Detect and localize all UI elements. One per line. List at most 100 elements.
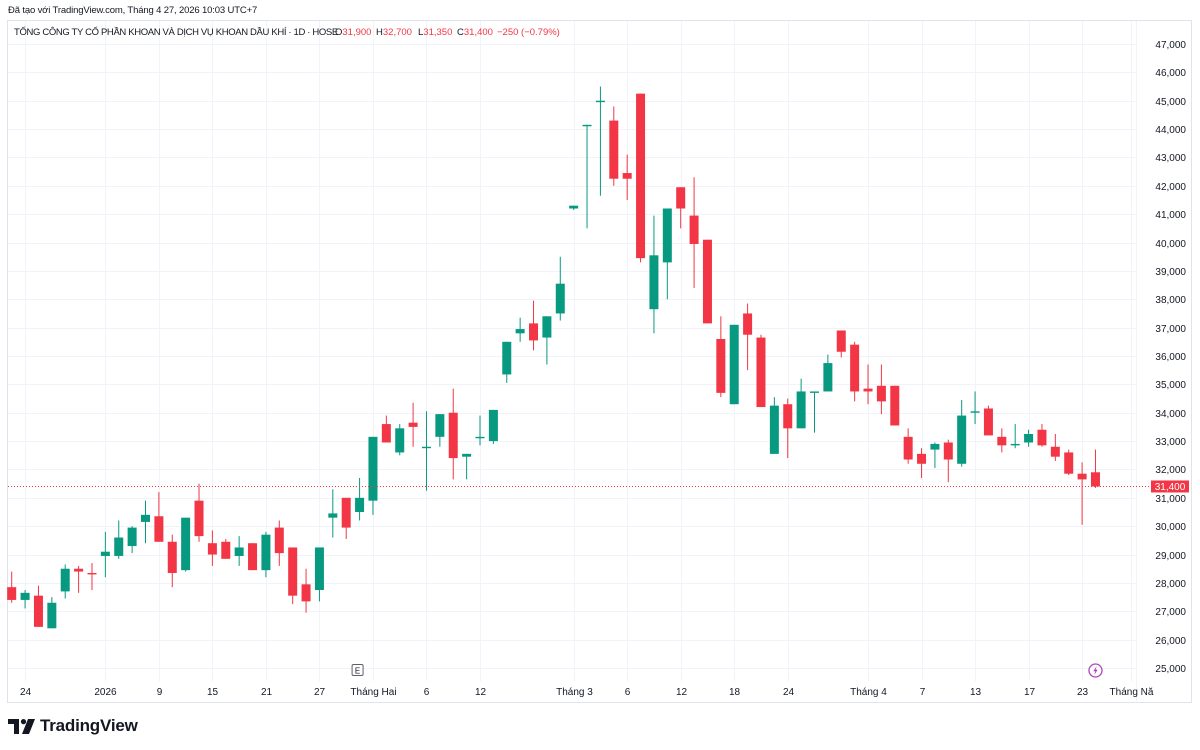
close-value: 31,400 bbox=[463, 27, 493, 38]
candle-body bbox=[876, 385, 886, 402]
candle-up bbox=[810, 391, 819, 433]
open-value: 31,900 bbox=[342, 27, 372, 38]
candle-body bbox=[368, 436, 378, 501]
price-axis[interactable]: 47,000 46,000 45,000 44,000 43,000 42,000 41,0… bbox=[1151, 40, 1189, 675]
candle-up bbox=[582, 124, 592, 229]
candle-up bbox=[261, 531, 271, 578]
created-with-note: Đã tạo với TradingView.com, Tháng 4 27, … bbox=[8, 5, 258, 16]
candle-down bbox=[381, 415, 391, 443]
candle-down bbox=[943, 439, 953, 483]
candle-up bbox=[328, 489, 338, 538]
candle-body bbox=[676, 187, 686, 209]
price-axis-label: 31,000 bbox=[1155, 494, 1186, 505]
price-axis-label: 44,000 bbox=[1155, 125, 1186, 136]
candle-up bbox=[355, 477, 365, 521]
candle-body bbox=[288, 547, 298, 596]
candle-body bbox=[863, 388, 873, 392]
candle-body bbox=[890, 385, 900, 426]
candle-body bbox=[957, 415, 967, 464]
last-price-label: 31,400 bbox=[1155, 482, 1186, 493]
dividend-marker[interactable] bbox=[1088, 663, 1103, 678]
symbol-title[interactable]: TỔNG CÔNG TY CỔ PHẦN KHOAN VÀ DỊCH VỤ KH… bbox=[14, 27, 338, 38]
time-axis-label: 21 bbox=[261, 687, 273, 698]
candle-body bbox=[662, 208, 672, 263]
candle-up bbox=[234, 536, 244, 566]
candle-up bbox=[823, 354, 833, 392]
candle-body bbox=[154, 516, 164, 542]
time-axis-label: 9 bbox=[157, 687, 163, 698]
time-axis-label: 17 bbox=[1024, 687, 1036, 698]
price-axis-label: 39,000 bbox=[1155, 267, 1186, 278]
candle-down bbox=[1037, 424, 1047, 447]
candle-down bbox=[194, 483, 204, 542]
candle-body bbox=[1024, 434, 1034, 443]
grid-lines bbox=[8, 21, 1136, 681]
candle-body bbox=[475, 436, 485, 439]
event-markers: E bbox=[351, 663, 1103, 678]
candle-body bbox=[903, 436, 913, 460]
candle-down bbox=[288, 547, 298, 605]
candle-up bbox=[502, 341, 512, 383]
candle-body bbox=[381, 424, 391, 443]
price-axis-label: 25,000 bbox=[1155, 664, 1186, 675]
time-axis-label: 6 bbox=[424, 687, 430, 698]
candle-body bbox=[421, 446, 431, 449]
tradingview-logo[interactable]: TradingView bbox=[8, 716, 138, 736]
candle-up bbox=[395, 424, 405, 456]
candle-down bbox=[836, 330, 846, 358]
candle-body bbox=[542, 316, 552, 338]
candle-up bbox=[114, 520, 124, 559]
time-axis-label: 6 bbox=[625, 687, 631, 698]
candle-down bbox=[448, 388, 458, 480]
high-value: 32,700 bbox=[382, 27, 412, 38]
price-axis-label: 40,000 bbox=[1155, 239, 1186, 250]
candle-body bbox=[167, 541, 177, 573]
change-value: −250 (−0.79%) bbox=[497, 27, 560, 38]
candle-body bbox=[823, 363, 833, 392]
candle-up bbox=[957, 399, 967, 467]
candle-up bbox=[141, 500, 150, 544]
earnings-marker[interactable]: E bbox=[351, 664, 364, 676]
candle-body bbox=[569, 205, 579, 209]
price-axis-label: 42,000 bbox=[1155, 182, 1186, 193]
time-axis-label: 18 bbox=[729, 687, 741, 698]
candle-body bbox=[595, 100, 605, 103]
candle-down bbox=[997, 428, 1007, 453]
candle-up bbox=[47, 597, 57, 629]
candle-body bbox=[462, 453, 472, 457]
candle-body bbox=[1010, 443, 1020, 446]
candle-body bbox=[756, 337, 766, 408]
candle-up bbox=[515, 317, 525, 342]
candle-body bbox=[47, 602, 57, 629]
candle-body bbox=[917, 453, 927, 464]
price-axis-label: 26,000 bbox=[1155, 636, 1186, 647]
candle-body bbox=[100, 551, 110, 556]
legend-open: O31,900 bbox=[335, 27, 371, 38]
candle-down bbox=[33, 585, 43, 627]
legend-high: H32,700 bbox=[376, 27, 412, 38]
candle-body bbox=[983, 408, 993, 436]
candle-body bbox=[221, 541, 231, 559]
candle-down bbox=[890, 385, 900, 426]
price-axis-label: 46,000 bbox=[1155, 68, 1186, 79]
candle-body bbox=[555, 283, 565, 314]
candle-body bbox=[248, 543, 258, 571]
candle-down bbox=[74, 565, 84, 593]
candle-body bbox=[689, 215, 699, 244]
candle-down bbox=[917, 448, 927, 478]
price-axis-label: 36,000 bbox=[1155, 352, 1186, 363]
time-axis[interactable]: 24 2026 9 15 21 27 Tháng Hai 6 12 Tháng 3 6 12 18 24 T… bbox=[20, 687, 1154, 698]
candle-up bbox=[595, 86, 605, 196]
candle-down bbox=[408, 402, 418, 447]
candle-up bbox=[662, 208, 672, 300]
time-axis-label: 12 bbox=[676, 687, 688, 698]
candle-down bbox=[301, 568, 311, 613]
candle-up bbox=[555, 256, 565, 321]
candle-body bbox=[943, 442, 953, 460]
candle-body bbox=[395, 428, 405, 453]
candle-body bbox=[609, 120, 619, 179]
candle-up bbox=[649, 215, 659, 334]
tradingview-logo-icon bbox=[8, 718, 35, 734]
price-axis-label: 37,000 bbox=[1155, 324, 1186, 335]
